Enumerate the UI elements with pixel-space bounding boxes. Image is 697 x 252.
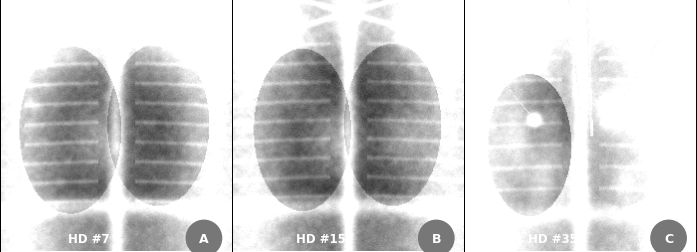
Text: HD #15: HD #15	[296, 232, 346, 245]
Circle shape	[419, 221, 454, 252]
Circle shape	[187, 221, 221, 252]
Text: C: C	[664, 232, 673, 245]
Text: B: B	[431, 232, 441, 245]
Text: A: A	[199, 232, 208, 245]
Text: HD #35: HD #35	[528, 232, 578, 245]
Text: HD #7: HD #7	[68, 232, 109, 245]
Circle shape	[651, 221, 686, 252]
